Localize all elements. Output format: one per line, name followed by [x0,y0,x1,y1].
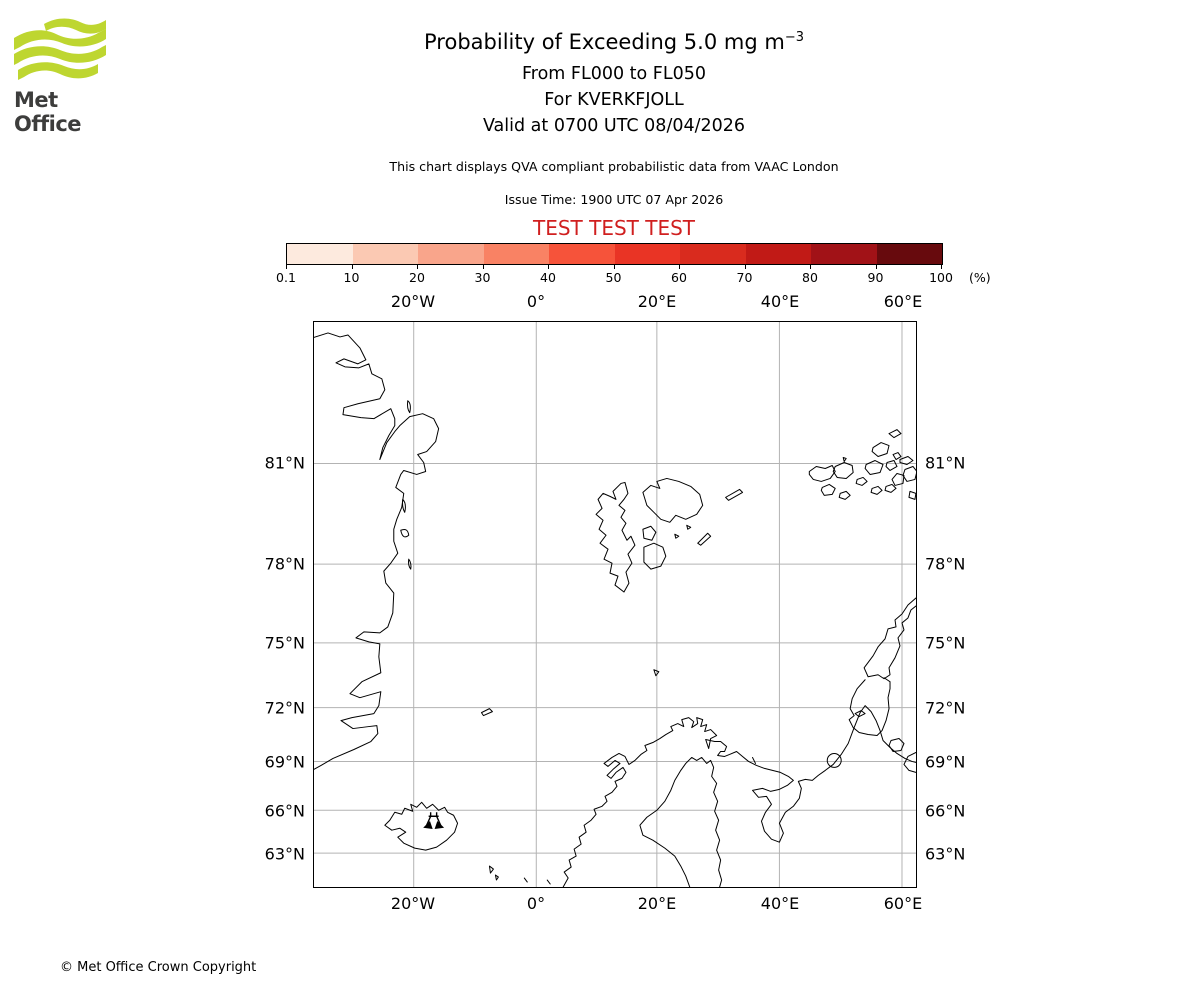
colorbar-tick-label: 70 [736,270,753,285]
colorbar-segment-6 [614,244,680,264]
volcano-marker-icon [423,812,445,830]
colorbar-tick [613,264,615,269]
colorbar-segment-9 [811,244,877,264]
lon-label-top: 20°W [390,292,436,311]
coastline-greenland-islets [400,400,412,570]
lon-label-bottom: 0° [526,894,546,913]
colorbar-tick-label: 0.1 [276,270,296,285]
lon-label-top: 60°E [883,292,923,311]
map-frame [313,321,917,888]
lon-label-top: 40°E [760,292,800,311]
colorbar-tick-label: 80 [802,270,818,285]
colorbar-segment-2 [352,244,418,264]
test-banner: TEST TEST TEST [532,216,695,240]
colorbar-ticks [286,264,942,269]
colorbar-tick-labels: 0.1 10 20 30 40 50 60 70 80 90 100 [276,270,953,286]
coastline-iceland [384,801,459,851]
copyright-text: © Met Office Crown Copyright [60,960,257,975]
subtitle-volcano: For KVERKFJOLL [544,90,684,110]
colorbar-segment-7 [680,244,746,264]
lat-label-left: 78°N [264,554,305,574]
title-exponent: −3 [784,30,804,45]
colorbar-tick-label: 40 [540,270,556,285]
coastline-scandinavia [562,705,916,887]
latitude-axis-left: 81°N 78°N 75°N 72°N 69°N 66°N 63°N [233,321,305,888]
lat-label-right: 72°N [925,698,966,718]
colorbar-segment-4 [483,244,549,264]
colorbar-tick [548,264,549,269]
coastline-svalbard [595,477,744,593]
colorbar-tick-label: 10 [343,270,360,285]
subtitle-flight-levels: From FL000 to FL050 [521,64,707,84]
colorbar-tick-label: 30 [474,270,491,285]
coastline-greenland [314,332,440,770]
lat-label-right: 66°N [925,801,966,821]
colorbar-tick-label: 60 [671,270,687,285]
colorbar-segment-5 [549,244,615,264]
latitude-axis-right: 81°N 78°N 75°N 72°N 69°N 66°N 63°N [925,321,997,888]
lat-label-left: 72°N [264,698,305,718]
lat-label-left: 81°N [264,453,305,473]
colorbar-tick [679,264,680,269]
page-title: Probability of Exceeding 5.0 mg m−3 [424,30,804,54]
colorbar-tick [351,264,353,269]
met-office-waves-icon [14,18,106,86]
lat-label-right: 75°N [925,633,966,653]
lon-label-bottom: 40°E [760,894,800,913]
coastline-jan-mayen [480,708,493,717]
subtitle-valid-time: Valid at 0700 UTC 08/04/2026 [482,116,746,136]
qva-note: This chart displays QVA compliant probab… [389,159,839,174]
colorbar-segment-3 [418,244,484,264]
met-office-logo-text: Met Office [14,88,82,136]
coastline-bear-island [653,669,660,677]
colorbar-segment-10 [876,244,942,264]
colorbar-tick-label: 50 [605,270,622,285]
colorbar-tick [941,264,942,269]
colorbar-tick [875,264,877,269]
colorbar-tick [286,264,287,269]
lat-label-right: 78°N [925,554,966,574]
colorbar-segment-8 [745,244,811,264]
lat-label-right: 63°N [925,844,966,864]
lat-label-left: 69°N [264,752,305,772]
longitude-axis-top: 20°W 0° 20°E 40°E 60°E [313,292,922,312]
issue-time: Issue Time: 1900 UTC 07 Apr 2026 [504,192,724,207]
lon-label-top: 0° [526,292,546,311]
coastline-small-islands [488,756,757,885]
lat-label-left: 63°N [264,844,305,864]
colorbar-tick-label: 90 [867,270,884,285]
colorbar-segment-1 [287,244,353,264]
lat-label-right: 81°N [925,453,966,473]
lat-label-left: 75°N [264,633,305,653]
lon-label-bottom: 20°W [390,894,436,913]
colorbar-tick-label: 20 [409,270,425,285]
lon-label-bottom: 60°E [883,894,923,913]
map-canvas [314,322,916,887]
lat-label-left: 66°N [264,801,305,821]
colorbar-tick [744,264,746,269]
colorbar-tick [417,264,418,269]
graticule-gridlines [314,322,916,887]
colorbar-tick-label: 100 [929,270,953,285]
met-office-logo: Met Office [14,16,124,136]
coastline-franz-josef-land [808,429,916,500]
lon-label-top: 20°E [637,292,677,311]
colorbar-unit-label: (%) [969,270,991,285]
longitude-axis-bottom: 20°W 0° 20°E 40°E 60°E [313,894,922,914]
lon-label-bottom: 20°E [637,894,677,913]
colorbar-tick [810,264,811,269]
colorbar-tick [482,264,484,269]
coastline-novaya-zemlya [826,597,916,773]
lat-label-right: 69°N [925,752,966,772]
coastline-gulf-of-bothnia [639,756,723,887]
colorbar [286,243,943,265]
